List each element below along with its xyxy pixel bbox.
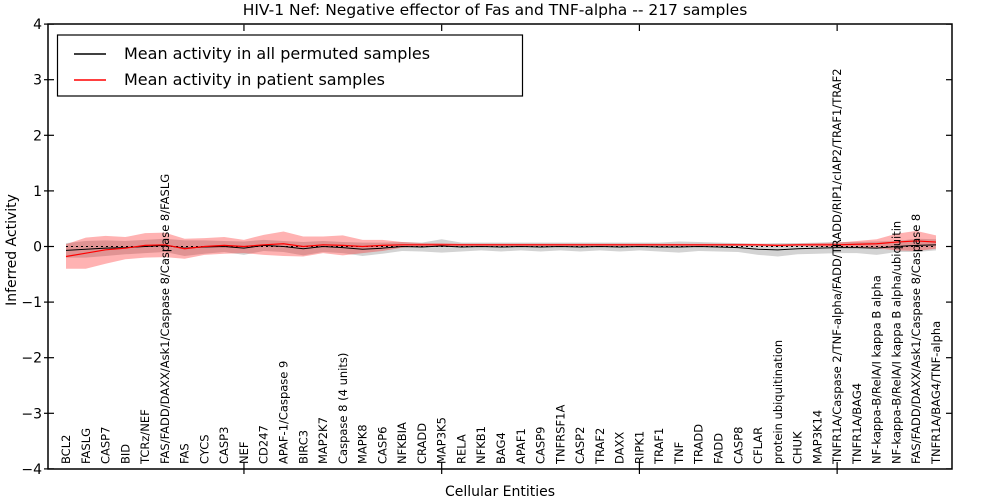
category-label: FAS bbox=[178, 443, 192, 464]
category-label: CFLAR bbox=[751, 427, 765, 464]
legend-label-patient: Mean activity in patient samples bbox=[124, 70, 385, 89]
category-label: APAF-1/Caspase 9 bbox=[277, 361, 291, 464]
category-label: TCRz/NEF bbox=[138, 409, 152, 465]
category-label: NEF bbox=[237, 442, 251, 464]
category-label: FAS/FADD/DAXX/Ask1/Caspase 8/Caspase 8 bbox=[909, 214, 923, 464]
category-label: TNFR1A/Caspase 2/TNF-alpha/FADD/TRADD/RI… bbox=[830, 68, 844, 465]
legend-box bbox=[56, 34, 524, 97]
chart-title: HIV-1 Nef: Negative effector of Fas and … bbox=[243, 1, 748, 19]
category-label: TRADD bbox=[692, 424, 706, 465]
plot-border bbox=[47, 23, 953, 470]
category-label: MAP2K7 bbox=[316, 417, 330, 464]
category-label: NFKB1 bbox=[474, 426, 488, 464]
category-label: BCL2 bbox=[59, 435, 73, 464]
y-tick-label: 4 bbox=[33, 17, 42, 33]
category-label: TNFRSF1A bbox=[553, 405, 567, 465]
category-label: protein ubiquitination bbox=[771, 340, 785, 464]
y-tick-label: −4 bbox=[21, 462, 42, 478]
category-label: CD247 bbox=[257, 425, 271, 464]
category-label: BAG4 bbox=[494, 432, 508, 464]
band-patient bbox=[66, 230, 936, 269]
category-label: CHUK bbox=[791, 431, 805, 464]
category-label: CASP7 bbox=[99, 427, 113, 464]
category-label: MAPK8 bbox=[356, 424, 370, 464]
y-tick-label: −2 bbox=[21, 351, 42, 367]
y-tick-labels: 4 3 2 1 0 −1 −2 −3 −4 bbox=[21, 17, 42, 478]
category-label: TRAF2 bbox=[593, 428, 607, 465]
category-label: BIRC3 bbox=[296, 430, 310, 464]
x-axis-label: Cellular Entities bbox=[445, 484, 555, 500]
category-label: APAF1 bbox=[514, 428, 528, 464]
y-axis-label: Inferred Activity bbox=[4, 194, 20, 306]
category-label: MAP3K14 bbox=[810, 410, 824, 464]
category-label: CASP3 bbox=[217, 427, 231, 464]
category-label: FAS/FADD/DAXX/Ask1/Caspase 8/Caspase 8/F… bbox=[158, 174, 172, 464]
category-label: FASLG bbox=[79, 428, 93, 464]
category-label: TNFR1A/BAG4 bbox=[850, 383, 864, 465]
y-tick-label: 3 bbox=[33, 73, 42, 89]
series-lines bbox=[65, 240, 937, 258]
category-label: Caspase 8 (4 units) bbox=[336, 353, 350, 464]
category-label: NF-kappa-B/RelA/I kappa B alpha bbox=[870, 275, 884, 464]
category-label: CYCS bbox=[197, 434, 211, 464]
category-label: RIPK1 bbox=[632, 431, 646, 464]
category-label: CASP6 bbox=[375, 427, 389, 464]
category-label: CASP8 bbox=[731, 427, 745, 464]
category-label: TNF bbox=[672, 442, 686, 465]
category-label: CASP9 bbox=[534, 427, 548, 464]
category-label: TNFR1A/BAG4/TNF-alpha bbox=[929, 321, 943, 465]
category-label: BID bbox=[118, 444, 132, 464]
y-tick-label: 2 bbox=[33, 128, 42, 144]
category-label: NF-kappa-B/RelA/I kappa B alpha/ubiquiti… bbox=[889, 221, 903, 464]
y-tick-label: 1 bbox=[33, 184, 42, 200]
x-category-labels: BCL2 FASLG CASP7 BID TCRz/NEF FAS/FADD/DAXX/A… bbox=[59, 68, 943, 465]
legend: Mean activity in all permuted samples Me… bbox=[56, 34, 524, 97]
category-label: FADD bbox=[712, 433, 726, 464]
y-tick-label: 0 bbox=[33, 240, 42, 256]
category-label: RELA bbox=[454, 434, 468, 464]
category-label: TRAF1 bbox=[652, 428, 666, 465]
legend-label-permuted: Mean activity in all permuted samples bbox=[124, 44, 430, 63]
line-patient-mean bbox=[65, 240, 937, 258]
category-label: DAXX bbox=[613, 432, 627, 464]
y-tick-label: −3 bbox=[21, 406, 42, 422]
category-label: CASP2 bbox=[573, 427, 587, 464]
category-label: MAP3K5 bbox=[435, 417, 449, 464]
y-tick-label: −1 bbox=[21, 295, 42, 311]
category-label: CRADD bbox=[415, 423, 429, 464]
category-label: NFKBIA bbox=[395, 422, 409, 464]
line-permuted-mean bbox=[65, 244, 937, 251]
